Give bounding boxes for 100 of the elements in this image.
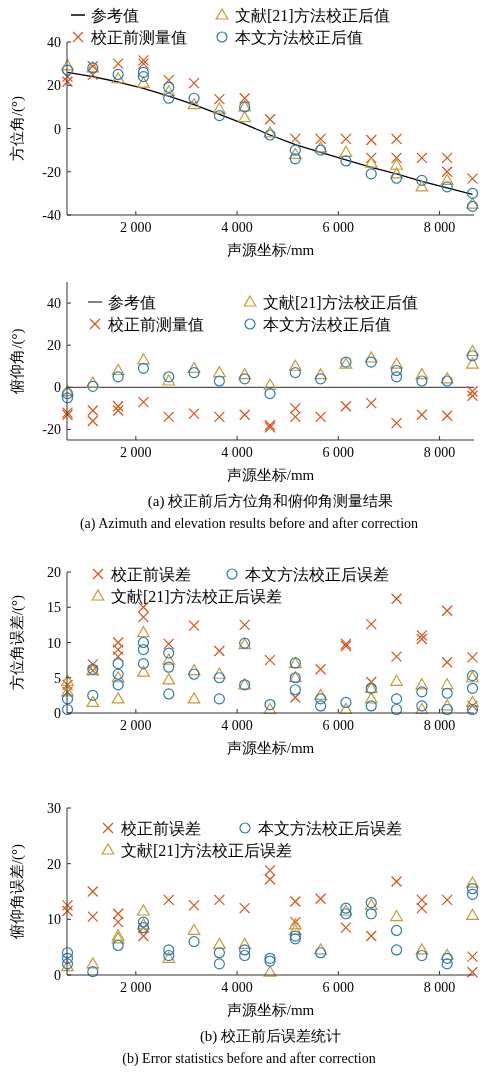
- point: [416, 152, 428, 164]
- point: [87, 966, 99, 978]
- point: [213, 693, 225, 705]
- point: [163, 894, 175, 906]
- point: [365, 700, 377, 712]
- point: [289, 402, 301, 414]
- point: [466, 695, 479, 708]
- point: [365, 397, 377, 409]
- point: [416, 629, 428, 642]
- point: [289, 153, 301, 165]
- point: [340, 155, 352, 167]
- point: [364, 692, 378, 704]
- point: [466, 966, 479, 978]
- point: [112, 939, 124, 952]
- point: [340, 908, 352, 920]
- legend-label: 校正前误差: [110, 566, 191, 583]
- point: [163, 944, 175, 956]
- point: [390, 417, 403, 429]
- point: [163, 688, 175, 700]
- point: [390, 152, 403, 164]
- legend-label: 参考值: [91, 7, 139, 24]
- point: [315, 663, 327, 675]
- x-tick-label: 6 000: [322, 718, 355, 733]
- point: [162, 673, 176, 685]
- point: [340, 696, 352, 709]
- legend-label: 文献[21]方法校正后值: [235, 7, 390, 24]
- x-tick-label: 2 000: [120, 980, 152, 995]
- point: [466, 344, 479, 357]
- point: [289, 691, 301, 704]
- point: [239, 373, 251, 385]
- point: [137, 66, 150, 78]
- point: [315, 700, 327, 712]
- point: [61, 392, 74, 404]
- point: [238, 937, 252, 949]
- point: [466, 350, 479, 362]
- point: [365, 908, 377, 920]
- point: [112, 636, 124, 649]
- y-tick-label: 40: [47, 296, 61, 312]
- point: [112, 916, 124, 928]
- point: [163, 74, 175, 86]
- point: [111, 363, 125, 376]
- point: [415, 368, 429, 380]
- text: (a) Azimuth and elevation results before and after correction: [79, 516, 419, 532]
- point: [61, 674, 74, 686]
- point: [239, 619, 251, 631]
- point: [86, 376, 100, 388]
- y-tick-label: -20: [42, 422, 61, 438]
- point: [466, 700, 479, 712]
- x-tick-label: 2 000: [120, 445, 152, 460]
- y-tick-label: 0: [54, 706, 61, 721]
- x-tick-label: 8 000: [423, 718, 456, 733]
- point: [288, 359, 302, 371]
- point: [187, 692, 201, 704]
- point: [288, 147, 302, 160]
- point: [61, 384, 74, 397]
- x-tick-label: 4 000: [221, 718, 253, 733]
- point: [416, 409, 428, 421]
- point: [188, 92, 200, 104]
- point: [289, 411, 301, 423]
- point: [87, 689, 99, 701]
- point: [416, 174, 428, 186]
- point: [466, 951, 479, 963]
- point: [415, 943, 429, 955]
- x-tick-label: 8 000: [423, 220, 456, 235]
- point: [390, 875, 403, 888]
- point: [264, 113, 276, 125]
- point: [390, 357, 403, 369]
- y-tick-label: 10: [47, 635, 61, 651]
- legend-label: 本文方法校正后误差: [258, 820, 402, 837]
- point: [188, 77, 200, 89]
- point: [441, 181, 453, 193]
- point: [314, 368, 328, 380]
- x-tick-label: 4 000: [221, 445, 253, 460]
- point: [263, 378, 277, 390]
- y-tick-label: 20: [47, 856, 61, 872]
- point: [263, 965, 277, 977]
- point: [441, 166, 453, 178]
- point: [441, 687, 453, 699]
- point: [112, 404, 124, 417]
- x-tick-label: 2 000: [120, 220, 152, 235]
- point: [390, 674, 403, 686]
- point: [466, 876, 479, 888]
- point: [365, 168, 377, 180]
- point: [264, 864, 276, 876]
- x-tick-label: 8 000: [423, 445, 456, 460]
- point: [466, 390, 479, 402]
- point: [390, 703, 403, 716]
- y-axis-title: 俯仰角/(°): [9, 328, 26, 394]
- point: [61, 905, 74, 917]
- point: [112, 908, 124, 920]
- point: [340, 922, 352, 934]
- point: [415, 678, 429, 690]
- legend-label: 参考值: [108, 294, 156, 311]
- y-axis-title: 俯仰角误差/(°): [9, 843, 26, 940]
- point: [339, 702, 353, 715]
- point: [163, 92, 175, 104]
- point: [315, 947, 327, 959]
- point: [441, 152, 453, 164]
- point: [112, 58, 124, 70]
- y-tick-label: 20: [47, 78, 61, 94]
